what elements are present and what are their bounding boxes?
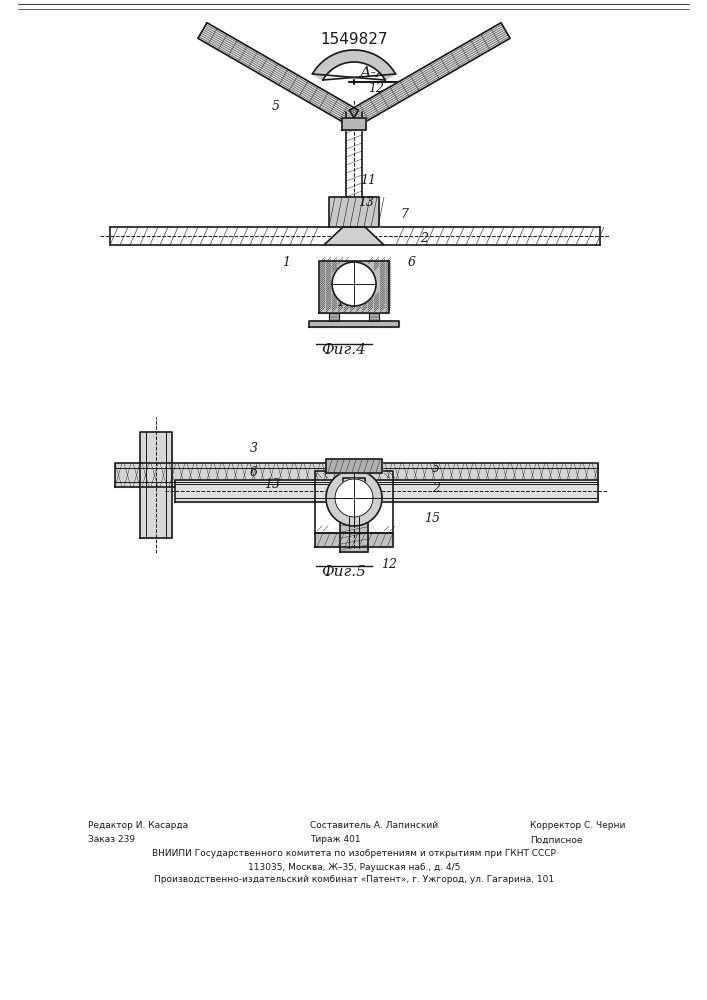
Text: Тираж 401: Тираж 401 [310, 836, 361, 844]
Text: Фиг.4: Фиг.4 [322, 343, 366, 357]
Polygon shape [115, 463, 598, 487]
Text: Производственно-издательский комбинат «Патент», г. Ужгород, ул. Гагарина, 101: Производственно-издательский комбинат «П… [154, 876, 554, 884]
Text: Составитель А. Лапинский: Составитель А. Лапинский [310, 822, 438, 830]
Text: 12: 12 [368, 82, 384, 95]
Text: 2: 2 [432, 482, 440, 494]
Text: 13: 13 [358, 196, 374, 210]
Polygon shape [329, 313, 339, 321]
Text: Подписное: Подписное [530, 836, 583, 844]
Text: 1: 1 [364, 532, 372, 544]
Polygon shape [315, 533, 393, 547]
Text: 7: 7 [400, 209, 408, 222]
Polygon shape [312, 50, 396, 80]
Text: 15: 15 [424, 512, 440, 524]
Polygon shape [329, 197, 379, 227]
Polygon shape [326, 459, 382, 473]
Text: ВНИИПИ Государственного комитета по изобретениям и открытиям при ГКНТ СССР: ВНИИПИ Государственного комитета по изоб… [152, 850, 556, 858]
Polygon shape [349, 23, 510, 126]
Text: 2: 2 [420, 232, 428, 244]
Polygon shape [326, 470, 382, 526]
Text: Заказ 239: Заказ 239 [88, 836, 135, 844]
Text: 1549827: 1549827 [320, 32, 387, 47]
Text: Фиг.5: Фиг.5 [322, 565, 366, 579]
Circle shape [332, 262, 376, 306]
Text: 5: 5 [272, 101, 280, 113]
Text: 6: 6 [250, 466, 258, 479]
Polygon shape [140, 432, 172, 538]
Text: А-А: А-А [360, 66, 388, 80]
Polygon shape [175, 480, 598, 502]
Polygon shape [369, 313, 379, 321]
Text: Редактор И. Касарда: Редактор И. Касарда [88, 822, 188, 830]
Text: 6: 6 [408, 256, 416, 269]
Text: 13: 13 [264, 479, 280, 491]
Text: Корректор С. Черни: Корректор С. Черни [530, 822, 626, 830]
Polygon shape [324, 227, 384, 245]
Text: 5: 5 [432, 462, 440, 475]
Text: 12: 12 [381, 558, 397, 572]
Polygon shape [342, 118, 366, 130]
Text: 113035, Москва, Ж–35, Раушская наб., д. 4/5: 113035, Москва, Ж–35, Раушская наб., д. … [248, 862, 460, 871]
Polygon shape [319, 261, 389, 313]
Polygon shape [343, 478, 365, 494]
Polygon shape [340, 494, 368, 552]
Polygon shape [309, 321, 399, 327]
Polygon shape [335, 479, 373, 517]
Polygon shape [198, 23, 358, 126]
Text: 1: 1 [282, 256, 290, 269]
Text: 14: 14 [336, 296, 352, 310]
Text: 3: 3 [250, 442, 258, 454]
Text: 11: 11 [360, 174, 376, 186]
